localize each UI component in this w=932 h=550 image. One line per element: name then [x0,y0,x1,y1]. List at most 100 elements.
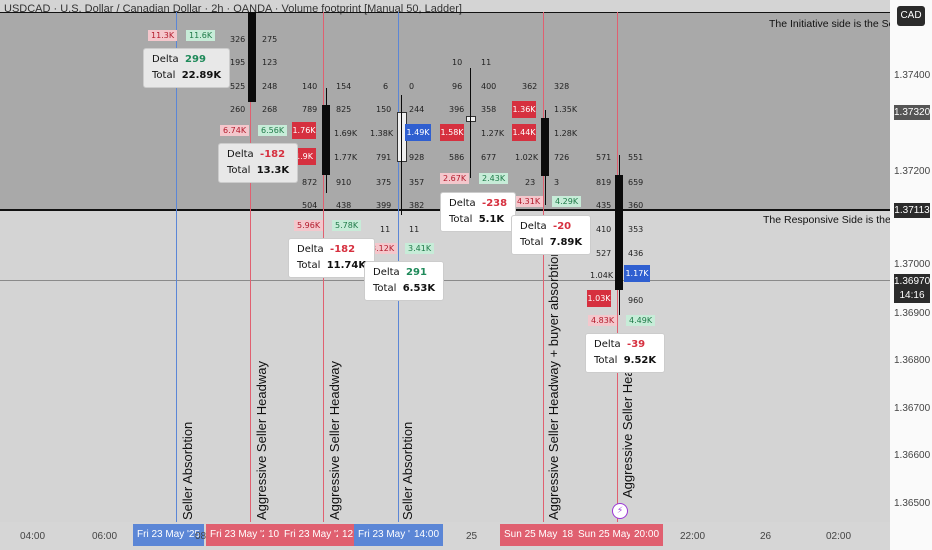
delta-label: Delta [152,54,179,65]
delta-label: Delta [373,267,400,278]
delta-box: Delta -238 Total 5.1K [440,192,517,232]
footprint-value: 527 [596,249,612,258]
sell-volume-tag: 3.12K [368,243,398,254]
footprint-value: 396 [449,105,465,114]
time-label: 06:00 [92,531,118,542]
buy-volume-tag: 6.56K [258,125,288,136]
sell-volume-tag: 4.31K [514,196,544,207]
delta-value: -182 [260,149,286,160]
footprint-value: 195 [230,58,246,67]
total-value: 13.3K [256,165,290,176]
footprint-value: 872 [302,178,318,187]
footprint-value: 1.77K [334,153,358,162]
price-tick: 1.36600 [894,450,931,461]
annotation-aggressive-seller: Aggressive Seller Headway [254,361,269,520]
delta-value: -238 [482,198,508,209]
footprint-value: 3 [554,178,560,187]
annotation-aggressive-buyer-absorbtion: Aggressive Seller Headway + buyer absorb… [546,249,561,520]
footprint-value: 504 [302,201,318,210]
footprint-value: 10 [452,58,463,67]
delta-box: Delta -20 Total 7.89K [511,215,592,255]
buy-volume-tag: 11.6K [186,30,216,41]
delta-box: Delta -39 Total 9.52K [585,333,666,373]
footprint-value: 436 [628,249,644,258]
footprint-value: 677 [481,153,497,162]
price-tick: 1.37000 [894,259,931,270]
footprint-value: 11 [481,58,492,67]
footprint-value: 1.28K [554,129,578,138]
footprint-value: 268 [262,105,278,114]
footprint-value: 435 [596,201,612,210]
footprint-value: 551 [628,153,644,162]
total-value: 9.52K [623,355,657,366]
footprint-value: 23 [525,178,536,187]
price-tick: 1.37400 [894,70,931,81]
delta-value: -182 [330,244,356,255]
time-highlight: 20:00 [630,524,664,546]
currency-button[interactable]: CAD [897,6,925,26]
delta-value: 299 [185,54,206,65]
sell-volume-tag: 2.67K [440,173,470,184]
footprint-value: 910 [336,178,352,187]
annotation-seller-absorbtion: Seller Absorbtion [400,421,415,520]
candle-wick [470,68,471,178]
delta-value: 291 [406,267,427,278]
total-value: 5.1K [478,214,505,225]
total-label: Total [520,237,544,248]
footprint-value: 362 [522,82,538,91]
footprint-value: 11 [380,225,391,234]
delta-label: Delta [520,221,547,232]
footprint-value: 1.38K [370,129,394,138]
delta-box: Delta 291 Total 6.53K [364,261,445,301]
price-tick: 1.36700 [894,403,931,414]
last-price-tag: 1.36970 [894,274,931,289]
time-highlight: Fri 23 May '25 [133,524,205,546]
footprint-value: 150 [376,105,392,114]
footprint-value: 438 [336,201,352,210]
footprint-value: 244 [409,105,425,114]
annotation-aggressive-seller: Aggressive Seller Headway [327,361,342,520]
session-line [543,12,544,522]
candle-body[interactable] [248,12,256,102]
footprint-value: 1.27K [481,129,505,138]
footprint-value: 1.35K [554,105,578,114]
total-label: Total [152,70,176,81]
delta-box: Delta 299 Total 22.89K [143,48,231,88]
total-value: 7.89K [549,237,583,248]
price-tick: 1.37200 [894,166,931,177]
footprint-cell: 1.17K [624,265,650,282]
sell-volume-tag: 5.96K [294,220,324,231]
footprint-value: 358 [481,105,497,114]
footprint-value: 659 [628,178,644,187]
delta-box: Delta -182 Total 13.3K [218,143,299,183]
footprint-value: 789 [302,105,318,114]
time-highlight: Fri 23 May '25 [206,524,278,546]
footprint-cell: 1.49K [405,124,431,141]
footprint-value: 96 [452,82,463,91]
footprint-value: 1.02K [515,153,539,162]
price-tick: 1.36900 [894,308,931,319]
footprint-value: 399 [376,201,392,210]
footprint-value: 0 [409,82,415,91]
candle-wick [545,110,546,205]
time-highlight: Fri 23 May '25 [280,524,352,546]
footprint-value: 11 [409,225,420,234]
footprint-value: 400 [481,82,497,91]
countdown-tag: 14:16 [894,288,930,303]
delta-value: -20 [553,221,572,232]
candle-body[interactable] [466,116,476,122]
price-tag: 1.37320 [894,105,931,120]
time-label: 02:00 [826,531,852,542]
footprint-cell: 1.36K [512,101,536,118]
buy-volume-tag: 2.43K [479,173,509,184]
footprint-cell: 1.58K [440,124,464,141]
footprint-value: 154 [336,82,352,91]
candle-wick [326,88,327,193]
buy-side-label: The Responsive Side is the Buy Side [763,214,932,226]
session-line [250,12,251,522]
last-price-line [0,280,890,281]
lightning-icon[interactable]: ⚡ [612,503,628,519]
price-tag: 1.37113 [894,203,930,218]
delta-box: Delta -182 Total 11.74K [288,238,376,278]
